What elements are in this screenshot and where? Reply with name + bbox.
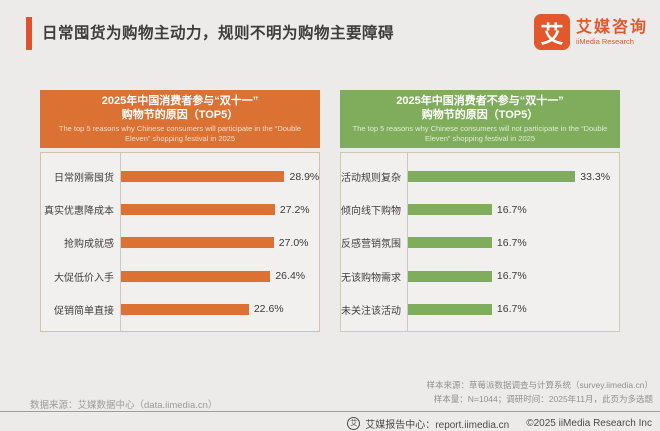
chart-panel-not-participate: 2025年中国消费者不参与“双十一” 购物节的原因（TOP5） The top … bbox=[340, 90, 620, 332]
bar-track: 16.7% bbox=[408, 293, 619, 326]
bar-track: 27.2% bbox=[121, 193, 319, 226]
value-label: 28.9% bbox=[289, 170, 320, 183]
bar-row: 未关注该活动 16.7% bbox=[341, 293, 619, 326]
category-label: 大促低价入手 bbox=[54, 272, 114, 284]
category-label: 无该购物需求 bbox=[341, 272, 401, 284]
chart-title-line1: 2025年中国消费者参与“双十一” bbox=[101, 95, 259, 107]
bar-row: 日常刚需囤货 28.9% bbox=[41, 160, 319, 193]
bar bbox=[121, 237, 274, 249]
copyright-text: ©2025 iiMedia Research Inc bbox=[526, 418, 652, 429]
category-label: 反感营销氛围 bbox=[341, 239, 401, 251]
bar bbox=[408, 303, 492, 315]
category-label: 促销简单直接 bbox=[54, 305, 114, 317]
sample-notes: 样本来源：草莓派数据调查与计算系统（survey.iimedia.cn） 样本量… bbox=[426, 378, 653, 406]
logo-name-cn: 艾媒咨询 bbox=[575, 18, 648, 36]
title-accent-bar bbox=[26, 17, 32, 50]
value-label: 33.3% bbox=[580, 170, 611, 183]
bar-track: 22.6% bbox=[121, 293, 319, 326]
bar-row: 大促低价入手 26.4% bbox=[41, 260, 319, 293]
bar bbox=[121, 270, 271, 282]
sample-source-note: 样本来源：草莓派数据调查与计算系统（survey.iimedia.cn） bbox=[426, 380, 653, 390]
chart-subtitle-en: The top 5 reasons why Chinese consumers … bbox=[58, 124, 302, 143]
bar-row: 抢购成就感 27.0% bbox=[41, 226, 319, 259]
chart-title-cn: 2025年中国消费者参与“双十一” 购物节的原因（TOP5） bbox=[46, 95, 314, 122]
value-label: 16.7% bbox=[496, 303, 527, 316]
value-label: 27.0% bbox=[278, 236, 309, 249]
footer-divider bbox=[0, 411, 660, 412]
bar-track: 16.7% bbox=[408, 260, 619, 293]
category-label: 活动规则复杂 bbox=[341, 173, 401, 185]
footer-bottom: 艾 艾媒报告中心：report.iimedia.cn ©2025 iiMedia… bbox=[347, 416, 652, 431]
bar-row: 倾向线下购物 16.7% bbox=[341, 193, 619, 226]
value-label: 16.7% bbox=[496, 236, 527, 249]
category-label: 日常刚需囤货 bbox=[54, 173, 114, 185]
bar-row: 无该购物需求 16.7% bbox=[341, 260, 619, 293]
chart-title-cn: 2025年中国消费者不参与“双十一” 购物节的原因（TOP5） bbox=[346, 95, 614, 122]
chart-title-line1: 2025年中国消费者不参与“双十一” bbox=[396, 95, 564, 107]
bar bbox=[408, 237, 492, 249]
chart-plot-area-participate: 日常刚需囤货 28.9% 真实优惠降成本 27.2% 抢购成就感 27.0% 大促低价入手 2… bbox=[40, 152, 320, 332]
bar-track: 33.3% bbox=[408, 160, 619, 193]
bar-row: 活动规则复杂 33.3% bbox=[341, 160, 619, 193]
value-label: 22.6% bbox=[253, 303, 284, 316]
data-source-note: 数据来源：艾媒数据中心（data.iimedia.cn） bbox=[30, 400, 218, 411]
page-title: 日常囤货为购物主动力，规则不明为购物主要障碍 bbox=[42, 25, 395, 42]
brand-logo: 艾 艾媒咨询 iiMedia Research bbox=[533, 14, 648, 50]
logo-text: 艾媒咨询 iiMedia Research bbox=[576, 19, 648, 46]
value-label: 16.7% bbox=[496, 203, 527, 216]
category-label: 未关注该活动 bbox=[341, 305, 401, 317]
bar-row: 反感营销氛围 16.7% bbox=[341, 226, 619, 259]
bar-row: 促销简单直接 22.6% bbox=[41, 293, 319, 326]
bar-row: 真实优惠降成本 27.2% bbox=[41, 193, 319, 226]
bar bbox=[408, 270, 492, 282]
chart-title-line2: 购物节的原因（TOP5） bbox=[421, 108, 539, 121]
chart-plot-area-not-participate: 活动规则复杂 33.3% 倾向线下购物 16.7% 反感营销氛围 16.7% 无该购物需求 1… bbox=[340, 152, 620, 332]
logo-name-en: iiMedia Research bbox=[575, 36, 634, 46]
bar-track: 27.0% bbox=[121, 226, 319, 259]
chart-title-line2: 购物节的原因（TOP5） bbox=[121, 108, 239, 121]
value-label: 26.4% bbox=[275, 270, 306, 283]
chart-title-box-not-participate: 2025年中国消费者不参与“双十一” 购物节的原因（TOP5） The top … bbox=[340, 90, 620, 148]
iimedia-logo-icon: 艾 bbox=[533, 14, 570, 50]
bar-rows-participate: 日常刚需囤货 28.9% 真实优惠降成本 27.2% 抢购成就感 27.0% 大促低价入手 2… bbox=[41, 160, 319, 326]
sample-info-note: 样本量：N=1044；调研时间：2025年11月，此页为多选题 bbox=[433, 394, 653, 404]
bar bbox=[408, 204, 492, 216]
bar-track: 16.7% bbox=[408, 193, 619, 226]
bar-track: 26.4% bbox=[121, 260, 319, 293]
bar bbox=[121, 171, 285, 183]
bar-rows-not-participate: 活动规则复杂 33.3% 倾向线下购物 16.7% 反感营销氛围 16.7% 无该购物需求 1… bbox=[341, 160, 619, 326]
bar bbox=[121, 303, 249, 315]
category-label: 真实优惠降成本 bbox=[44, 206, 114, 218]
chart-title-box-participate: 2025年中国消费者参与“双十一” 购物节的原因（TOP5） The top 5… bbox=[40, 90, 320, 148]
chart-subtitle-en: The top 5 reasons why Chinese consumers … bbox=[352, 124, 608, 143]
category-label: 抢购成就感 bbox=[64, 239, 114, 251]
bar-track: 16.7% bbox=[408, 226, 619, 259]
iimedia-globe-icon: 艾 bbox=[347, 417, 361, 430]
category-label: 倾向线下购物 bbox=[341, 206, 401, 218]
bar bbox=[121, 204, 275, 216]
value-label: 27.2% bbox=[279, 203, 310, 216]
bar bbox=[408, 171, 576, 183]
value-label: 16.7% bbox=[496, 270, 527, 283]
report-center-text: 艾媒报告中心：report.iimedia.cn bbox=[365, 420, 510, 431]
bar-track: 28.9% bbox=[121, 160, 319, 193]
chart-panel-participate: 2025年中国消费者参与“双十一” 购物节的原因（TOP5） The top 5… bbox=[40, 90, 320, 332]
